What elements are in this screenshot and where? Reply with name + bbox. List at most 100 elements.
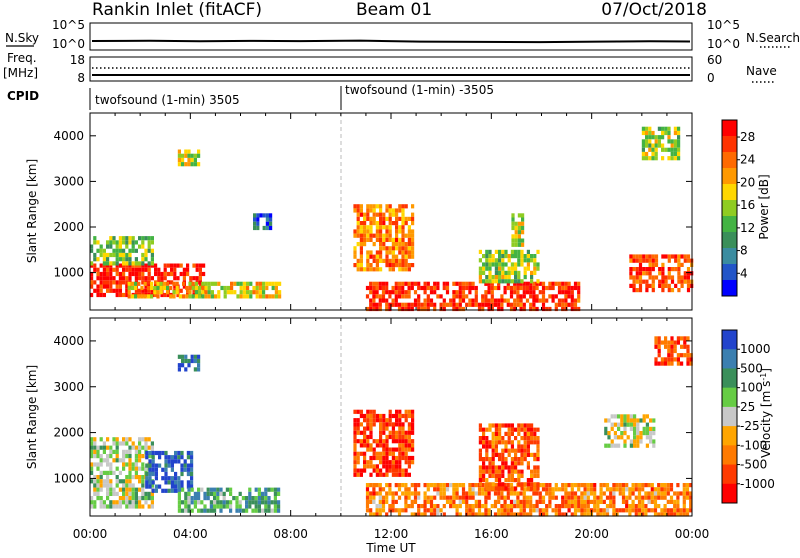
data-cell bbox=[516, 495, 520, 500]
data-cell bbox=[398, 229, 402, 234]
power-colorbar-swatch bbox=[722, 184, 737, 201]
data-cell bbox=[426, 483, 430, 488]
data-cell bbox=[112, 240, 116, 245]
data-cell bbox=[525, 499, 530, 504]
data-cell bbox=[262, 225, 266, 231]
data-cell bbox=[567, 504, 571, 509]
data-cell bbox=[523, 436, 527, 441]
data-cell bbox=[648, 275, 652, 280]
data-cell bbox=[225, 487, 229, 492]
data-cell bbox=[372, 483, 376, 488]
data-cell bbox=[147, 244, 151, 249]
data-cell bbox=[474, 294, 478, 299]
data-cell bbox=[145, 455, 149, 460]
data-cell bbox=[503, 508, 507, 513]
data-cell bbox=[548, 483, 552, 488]
data-cell bbox=[251, 500, 255, 505]
data-cell bbox=[660, 361, 664, 366]
data-cell bbox=[645, 135, 649, 140]
data-cell bbox=[99, 479, 103, 484]
data-cell bbox=[689, 491, 693, 496]
data-cell bbox=[506, 512, 510, 517]
data-cell bbox=[385, 460, 389, 465]
data-cell bbox=[391, 430, 395, 435]
data-cell bbox=[382, 225, 386, 230]
data-cell bbox=[270, 508, 274, 513]
data-cell bbox=[551, 298, 555, 303]
data-cell bbox=[379, 267, 383, 272]
data-cell bbox=[154, 467, 158, 472]
data-cell bbox=[638, 283, 643, 288]
data-cell bbox=[623, 426, 627, 431]
data-cell bbox=[510, 457, 514, 462]
data-cell bbox=[648, 262, 652, 267]
data-cell bbox=[219, 504, 223, 509]
data-cell bbox=[461, 290, 466, 295]
data-cell bbox=[381, 281, 386, 286]
data-cell bbox=[382, 422, 386, 427]
data-cell bbox=[477, 487, 482, 492]
data-cell bbox=[426, 285, 430, 291]
data-cell bbox=[500, 504, 504, 509]
data-cell bbox=[478, 482, 482, 487]
data-cell bbox=[115, 479, 119, 484]
data-cell bbox=[255, 294, 259, 299]
data-cell bbox=[202, 263, 206, 268]
data-cell bbox=[561, 487, 565, 492]
data-cell bbox=[676, 504, 680, 509]
data-cell bbox=[90, 496, 94, 501]
data-cell bbox=[465, 504, 469, 509]
data-cell bbox=[106, 483, 110, 488]
data-cell bbox=[162, 281, 166, 286]
data-cell bbox=[664, 336, 668, 341]
data-cell bbox=[526, 427, 530, 432]
data-cell bbox=[663, 491, 667, 496]
data-cell bbox=[391, 413, 395, 419]
data-cell bbox=[375, 455, 379, 461]
data-cell bbox=[359, 246, 363, 251]
range-tick-label: 3000 bbox=[53, 380, 84, 394]
data-cell bbox=[485, 275, 489, 280]
velocity-colorbar-tick: 25 bbox=[740, 400, 755, 414]
data-cell bbox=[445, 499, 450, 504]
data-cell bbox=[148, 471, 152, 477]
data-cell bbox=[106, 462, 110, 467]
data-cell bbox=[533, 465, 537, 470]
data-cell bbox=[144, 257, 148, 262]
data-cell bbox=[138, 466, 142, 471]
data-cell bbox=[677, 126, 681, 131]
data-cell bbox=[182, 294, 186, 299]
data-cell bbox=[423, 298, 427, 303]
data-cell bbox=[522, 512, 526, 517]
data-cell bbox=[246, 281, 250, 286]
data-cell bbox=[629, 422, 633, 427]
data-cell bbox=[494, 423, 498, 428]
data-cell bbox=[99, 483, 103, 488]
data-cell bbox=[586, 491, 590, 496]
data-cell bbox=[265, 281, 269, 286]
data-cell bbox=[455, 504, 459, 509]
data-cell bbox=[369, 418, 373, 423]
data-cell bbox=[216, 504, 220, 509]
velocity-colorbar-swatch bbox=[722, 445, 737, 466]
data-cell bbox=[494, 436, 498, 441]
data-cell bbox=[413, 483, 418, 488]
data-cell bbox=[501, 423, 505, 428]
data-cell bbox=[628, 512, 632, 517]
data-cell bbox=[689, 357, 693, 362]
data-cell bbox=[353, 233, 357, 238]
data-cell bbox=[125, 280, 129, 285]
data-cell bbox=[504, 440, 508, 445]
data-cell bbox=[642, 258, 646, 263]
data-cell bbox=[395, 434, 399, 440]
data-cell bbox=[481, 298, 485, 303]
data-cell bbox=[99, 504, 103, 509]
data-cell bbox=[366, 258, 370, 263]
data-cell bbox=[144, 288, 148, 293]
data-cell bbox=[507, 448, 511, 453]
data-cell bbox=[401, 413, 405, 419]
data-cell bbox=[248, 496, 252, 501]
data-cell bbox=[198, 294, 202, 299]
data-cell bbox=[676, 361, 680, 366]
data-cell bbox=[455, 487, 459, 492]
